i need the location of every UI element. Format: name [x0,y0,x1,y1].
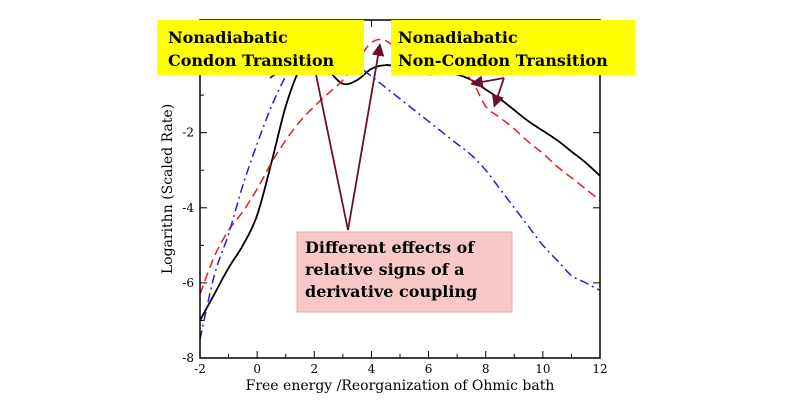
x-axis-label: Free energy /Reorganization of Ohmic bat… [246,378,555,394]
y-tick-label: -4 [182,201,194,215]
y-tick-label: -8 [182,351,194,365]
annotation-text-condon: Condon Transition [168,51,335,70]
annotation-text-condon: Nonadiabatic [168,28,288,47]
y-axis-label: Logarithn (Scaled Rate) [160,104,176,274]
annotation-arrow-noncondon [491,77,505,108]
y-tick-label: -2 [182,126,194,140]
annotation-arrow-signs [347,43,385,231]
annotation-arrow-noncondon [470,75,505,89]
x-tick-label: 8 [482,362,490,376]
x-tick-label: 0 [253,362,261,376]
y-tick-label: -6 [182,276,194,290]
annotation-text-noncondon: Nonadiabatic [398,28,518,47]
x-tick-label: 4 [368,362,376,376]
x-tick-label: 6 [425,362,433,376]
annotation-box-signs [296,231,513,313]
annotation-box-noncondon [391,20,635,75]
x-tick-label: 12 [592,362,607,376]
annotation-layer: Nonadiabatic Condon Transition Nonadiabati… [157,20,635,313]
annotation-arrow-signs [308,58,349,231]
x-tick-label: 2 [310,362,318,376]
annotation-text-signs: derivative coupling [305,282,477,301]
series-line-dash-dot [200,41,600,340]
annotation-box-condon [157,20,364,75]
annotation-text-signs: Different effects of [305,238,475,257]
x-tick-label: -2 [194,362,206,376]
annotation-text-noncondon: Non-Condon Transition [398,51,608,70]
x-tick-label: 10 [535,362,550,376]
annotation-text-signs: relative signs of a [305,260,465,279]
